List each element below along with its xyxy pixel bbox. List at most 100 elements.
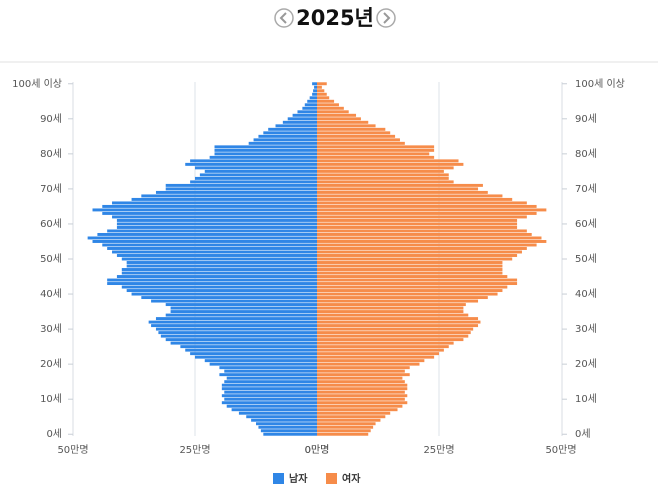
bar bbox=[195, 355, 317, 359]
bar bbox=[317, 218, 518, 222]
bar bbox=[317, 159, 459, 163]
bar bbox=[317, 397, 405, 401]
bar bbox=[258, 425, 317, 429]
bar bbox=[112, 201, 317, 205]
bar bbox=[102, 211, 317, 215]
bar bbox=[317, 432, 369, 436]
bar bbox=[317, 306, 464, 310]
bar bbox=[317, 289, 503, 293]
bar bbox=[121, 257, 317, 261]
bar bbox=[195, 166, 317, 170]
bar bbox=[317, 183, 483, 187]
bar bbox=[317, 211, 537, 215]
bar bbox=[317, 204, 537, 208]
bar bbox=[102, 243, 317, 247]
bar bbox=[226, 404, 317, 408]
bar bbox=[317, 124, 376, 128]
bar bbox=[317, 387, 408, 391]
bar bbox=[287, 117, 317, 121]
bar bbox=[131, 197, 317, 201]
bar bbox=[307, 99, 317, 103]
bar bbox=[219, 373, 317, 377]
bar bbox=[204, 359, 317, 363]
bar bbox=[317, 320, 481, 324]
x-tick-label: 0만명 bbox=[305, 444, 330, 456]
y-tick-label: 0세 bbox=[575, 428, 591, 440]
legend-swatch bbox=[326, 473, 337, 484]
bar bbox=[121, 268, 317, 271]
legend-swatch bbox=[273, 473, 284, 484]
bar bbox=[263, 131, 317, 135]
bar bbox=[141, 296, 317, 300]
bar bbox=[304, 103, 317, 107]
bar bbox=[317, 197, 513, 201]
y-tick-label: 80세 bbox=[40, 148, 62, 160]
bar bbox=[97, 232, 318, 236]
x-tick-label: 25만명 bbox=[179, 444, 210, 456]
y-tick-label: 90세 bbox=[40, 113, 62, 125]
bar bbox=[317, 240, 547, 243]
bar bbox=[314, 85, 317, 89]
bar bbox=[121, 285, 317, 289]
bar bbox=[317, 310, 464, 314]
bar bbox=[317, 180, 454, 184]
bar bbox=[190, 352, 317, 356]
bar bbox=[185, 348, 317, 352]
bar bbox=[317, 127, 386, 131]
bar bbox=[317, 99, 335, 103]
bar bbox=[126, 261, 318, 264]
bar bbox=[317, 261, 503, 264]
bar bbox=[317, 376, 403, 380]
bar bbox=[268, 127, 317, 131]
bar bbox=[317, 425, 374, 429]
bar bbox=[317, 296, 488, 300]
bar bbox=[165, 338, 317, 342]
bar bbox=[112, 215, 317, 219]
bar bbox=[148, 320, 317, 324]
bar bbox=[151, 299, 317, 303]
bar bbox=[317, 120, 369, 124]
x-tick-label: 25만명 bbox=[423, 444, 454, 456]
bar bbox=[107, 282, 317, 286]
bar bbox=[170, 310, 317, 314]
bar bbox=[317, 229, 527, 233]
bar bbox=[317, 345, 449, 349]
chart-title: 2025년 bbox=[296, 6, 374, 30]
bar bbox=[165, 313, 317, 317]
bar bbox=[317, 390, 405, 394]
bar bbox=[317, 96, 330, 100]
bar bbox=[317, 113, 357, 117]
bar bbox=[317, 411, 391, 415]
x-tick-label: 0만명 bbox=[305, 444, 330, 456]
x-tick-label: 50만명 bbox=[57, 444, 88, 456]
bar bbox=[317, 264, 503, 268]
bar bbox=[317, 317, 479, 321]
prev-button[interactable] bbox=[274, 8, 294, 28]
bar bbox=[165, 183, 317, 187]
bar bbox=[317, 131, 391, 135]
y-tick-label: 90세 bbox=[575, 113, 597, 125]
bar bbox=[224, 397, 317, 401]
bar bbox=[219, 366, 317, 370]
bar bbox=[317, 404, 403, 408]
next-button[interactable] bbox=[376, 8, 396, 28]
bar bbox=[317, 282, 518, 286]
y-tick-label: 10세 bbox=[40, 393, 62, 405]
bar bbox=[317, 362, 420, 366]
bar bbox=[224, 390, 317, 394]
bar bbox=[313, 89, 317, 93]
bar bbox=[317, 352, 439, 356]
bar bbox=[317, 148, 435, 152]
bar bbox=[317, 292, 498, 296]
bar bbox=[317, 110, 349, 114]
bar bbox=[317, 215, 527, 219]
bar bbox=[256, 422, 317, 426]
bar bbox=[165, 187, 317, 191]
bar bbox=[190, 159, 317, 163]
bar bbox=[317, 380, 405, 384]
bar bbox=[195, 176, 317, 180]
bar bbox=[121, 271, 317, 275]
y-tick-label: 50세 bbox=[575, 253, 597, 265]
bar bbox=[317, 285, 508, 289]
bar bbox=[309, 96, 317, 100]
